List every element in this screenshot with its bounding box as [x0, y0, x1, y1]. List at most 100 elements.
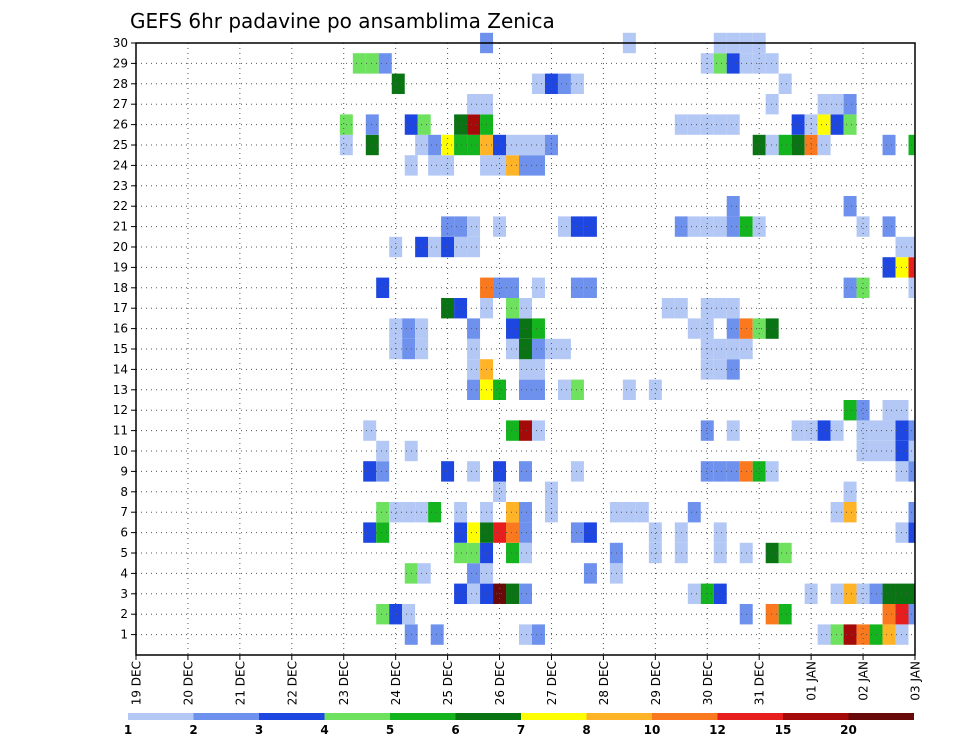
data-cell: [648, 522, 662, 543]
data-cell: [687, 318, 701, 339]
data-cell: [428, 236, 442, 258]
data-cell: [365, 114, 379, 135]
data-cell: [454, 542, 468, 564]
data-cell: [352, 53, 366, 74]
data-cell: [506, 155, 520, 176]
data-cell: [531, 73, 545, 94]
data-cell: [765, 461, 779, 482]
data-cell: [493, 481, 507, 502]
data-cell: [376, 502, 390, 523]
data-cell: [506, 522, 520, 543]
data-cell: [402, 604, 416, 625]
data-cell: [519, 318, 532, 339]
y-tick-label: 16: [113, 322, 128, 336]
data-cell: [365, 134, 379, 156]
data-cell: [365, 53, 379, 74]
data-cell: [570, 522, 584, 543]
data-cell: [519, 379, 532, 400]
data-cell: [467, 379, 481, 400]
data-cell: [467, 522, 481, 543]
data-cell: [389, 236, 403, 258]
data-cell: [493, 134, 507, 156]
colorbar-label: 15: [775, 723, 792, 737]
data-cell: [700, 461, 714, 482]
data-cell: [765, 604, 779, 625]
data-cell: [843, 481, 857, 502]
data-cell: [519, 298, 532, 319]
data-cell: [882, 420, 896, 441]
data-cell: [570, 461, 584, 482]
colorbar-label: 2: [189, 723, 197, 737]
y-tick-label: 8: [120, 485, 128, 499]
data-cell: [817, 94, 831, 115]
data-cell: [428, 155, 442, 176]
data-cell: [713, 114, 727, 135]
data-cell: [791, 420, 805, 441]
colorbar-label: 20: [840, 723, 857, 737]
data-cell: [843, 400, 857, 421]
y-tick-label: 1: [120, 628, 128, 642]
data-cell: [895, 522, 909, 543]
colorbar-swatch: [521, 713, 587, 720]
data-cell: [506, 583, 520, 604]
data-cell: [726, 53, 740, 74]
data-cell: [454, 298, 468, 319]
data-cell: [467, 583, 481, 604]
data-cell: [467, 216, 481, 237]
data-cell: [467, 338, 481, 360]
x-tick-label: 03 JAN: [909, 661, 923, 701]
data-cell: [519, 583, 532, 604]
data-cell: [454, 583, 468, 604]
data-cell: [441, 134, 455, 156]
data-cell: [778, 542, 792, 564]
colorbar-swatch: [652, 713, 718, 720]
data-cell: [791, 134, 805, 156]
data-cell: [570, 379, 584, 400]
data-cell: [700, 216, 714, 237]
data-cell: [778, 604, 792, 625]
y-tick-label: 21: [113, 220, 128, 234]
y-tick-label: 5: [120, 546, 128, 560]
data-cell: [454, 134, 468, 156]
x-tick-label: 22 DEC: [285, 661, 299, 705]
data-cell: [895, 236, 909, 258]
data-cell: [441, 461, 455, 482]
data-cell: [895, 257, 909, 278]
data-cell: [441, 155, 455, 176]
data-cell: [895, 461, 909, 482]
data-cell: [687, 114, 701, 135]
y-tick-label: 27: [113, 97, 128, 111]
data-cell: [389, 604, 403, 625]
data-cell: [454, 216, 468, 237]
y-tick-label: 11: [113, 424, 128, 438]
colorbar-swatch: [848, 713, 914, 720]
data-cell: [363, 522, 377, 543]
data-cell: [830, 502, 844, 523]
data-cell: [506, 134, 520, 156]
x-tick-label: 29 DEC: [649, 661, 663, 705]
data-cell: [687, 216, 701, 237]
data-cell: [882, 604, 896, 625]
data-cell: [467, 563, 481, 584]
y-tick-label: 15: [113, 342, 128, 356]
colorbar-label: 10: [644, 723, 661, 737]
x-tick-label: 30 DEC: [701, 661, 715, 705]
y-tick-label: 20: [113, 240, 128, 254]
data-cell: [506, 542, 520, 564]
data-cell: [713, 461, 727, 482]
data-cell: [843, 114, 857, 135]
data-cell: [454, 502, 468, 523]
x-tick-label: 02 JAN: [857, 661, 871, 701]
x-axis: 19 DEC 20 DEC 21 DEC 22 DEC 23 DEC 24 DEC 25 D…: [130, 655, 923, 705]
data-cell: [519, 542, 532, 564]
data-cell: [895, 604, 909, 625]
data-cell: [895, 583, 909, 604]
data-cell: [882, 216, 896, 237]
y-axis: 1234567891011121314151617181920212223242…: [113, 36, 136, 642]
x-tick-label: 20 DEC: [181, 661, 195, 705]
data-cell: [765, 542, 779, 564]
x-tick-label: 26 DEC: [493, 661, 507, 705]
data-cell: [570, 216, 584, 237]
x-tick-label: 01 JAN: [805, 661, 819, 701]
data-cell: [765, 134, 779, 156]
